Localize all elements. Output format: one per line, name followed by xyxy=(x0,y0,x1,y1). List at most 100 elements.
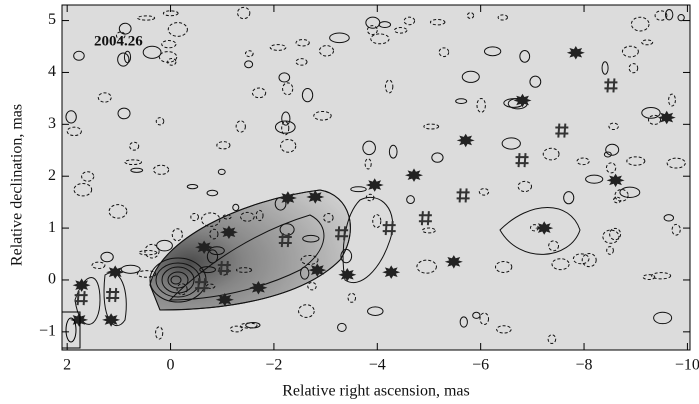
component xyxy=(102,313,121,327)
noise-contour xyxy=(66,126,82,137)
noise-contour xyxy=(199,266,216,274)
noise-contour xyxy=(621,45,639,58)
noise-contour xyxy=(576,157,590,166)
noise-contour xyxy=(641,107,661,119)
noise-contour xyxy=(365,193,375,202)
component-cross xyxy=(604,78,618,93)
noise-contour xyxy=(654,10,668,21)
noise-contour xyxy=(614,189,629,202)
component-cross xyxy=(382,221,396,236)
noise-contour xyxy=(229,325,243,333)
x-tick-label: −2 xyxy=(265,357,282,374)
noise-contour xyxy=(476,97,486,113)
noise-contour xyxy=(423,123,440,130)
noise-contour xyxy=(240,211,255,222)
noise-contour xyxy=(608,122,619,131)
noise-contour xyxy=(605,143,620,156)
noise-contour xyxy=(429,18,446,26)
noise-contour xyxy=(653,311,673,325)
noise-contour xyxy=(581,253,597,268)
noise-contour xyxy=(663,214,675,222)
noise-contour xyxy=(671,223,681,236)
y-tick-label: 3 xyxy=(48,115,56,132)
noise-contour xyxy=(302,234,320,243)
noise-contour xyxy=(81,171,95,182)
noise-contour xyxy=(421,227,436,234)
epoch-annotation: 2004.26 xyxy=(94,33,143,49)
component-cross xyxy=(335,226,349,241)
noise-contour xyxy=(628,63,639,74)
x-tick-label: 2 xyxy=(63,357,71,374)
noise-contour xyxy=(365,16,381,29)
noise-contour xyxy=(298,304,315,318)
component-cross xyxy=(195,278,209,293)
noise-contour xyxy=(478,188,490,196)
noise-contour xyxy=(73,50,85,61)
noise-contour xyxy=(235,120,246,133)
y-tick-label: 2 xyxy=(48,167,56,184)
noise-contour xyxy=(155,117,165,126)
noise-contour xyxy=(497,14,509,21)
noise-contour xyxy=(403,16,416,26)
noise-contour xyxy=(222,214,232,220)
noise-contour xyxy=(206,249,219,264)
component-cross xyxy=(74,291,88,306)
noise-contour xyxy=(244,60,254,69)
noise-contour xyxy=(603,151,612,158)
noise-contour xyxy=(601,61,609,75)
noise-contour xyxy=(115,31,126,40)
noise-contour xyxy=(200,212,221,227)
noise-contour xyxy=(388,144,398,159)
component xyxy=(106,265,125,279)
noise-contour xyxy=(190,213,199,222)
noise-contour xyxy=(641,39,654,46)
component xyxy=(382,265,401,279)
noise-contour xyxy=(167,22,188,37)
noise-contour xyxy=(158,51,178,63)
component xyxy=(72,278,91,292)
noise-contour xyxy=(299,266,310,280)
noise-contour xyxy=(366,25,378,36)
noise-contour xyxy=(347,292,357,303)
noise-contour xyxy=(479,312,490,326)
component xyxy=(219,225,238,239)
noise-contour xyxy=(668,93,676,107)
noise-contour xyxy=(142,45,162,59)
noise-contour xyxy=(318,45,335,57)
beam xyxy=(65,317,77,343)
noise-contour xyxy=(313,110,332,121)
noise-contour xyxy=(517,180,533,193)
noise-contour xyxy=(300,254,319,265)
noise-contour xyxy=(281,121,290,136)
noise-contour xyxy=(129,141,140,151)
noise-contour xyxy=(124,159,142,166)
noise-contour xyxy=(648,114,662,125)
noise-contour xyxy=(91,261,106,269)
noise-contour xyxy=(372,214,382,229)
noise-contour xyxy=(496,325,512,334)
noise-contour xyxy=(340,248,353,264)
noise-contour xyxy=(237,6,251,20)
noise-contour xyxy=(350,186,367,193)
y-axis-label: Relative declination, mas xyxy=(9,104,26,266)
y-tick-label: 1 xyxy=(48,219,56,236)
noise-contour xyxy=(281,111,291,126)
noise-contour xyxy=(65,110,77,124)
noise-contour xyxy=(542,147,560,161)
component-cross xyxy=(217,260,231,276)
noise-contour xyxy=(323,213,334,223)
component xyxy=(566,46,585,60)
noise-contour xyxy=(280,138,297,153)
component-cross xyxy=(106,287,120,303)
noise-contour xyxy=(677,14,685,22)
noise-contour xyxy=(519,50,531,63)
noise-contour xyxy=(232,203,240,212)
component xyxy=(405,168,423,182)
y-tick-label: −1 xyxy=(39,323,56,340)
component xyxy=(535,221,554,235)
noise-contour xyxy=(130,167,144,173)
noise-contour xyxy=(209,228,219,240)
x-axis-label: Relative right ascension, mas xyxy=(282,383,470,400)
noise-contour xyxy=(626,156,646,166)
